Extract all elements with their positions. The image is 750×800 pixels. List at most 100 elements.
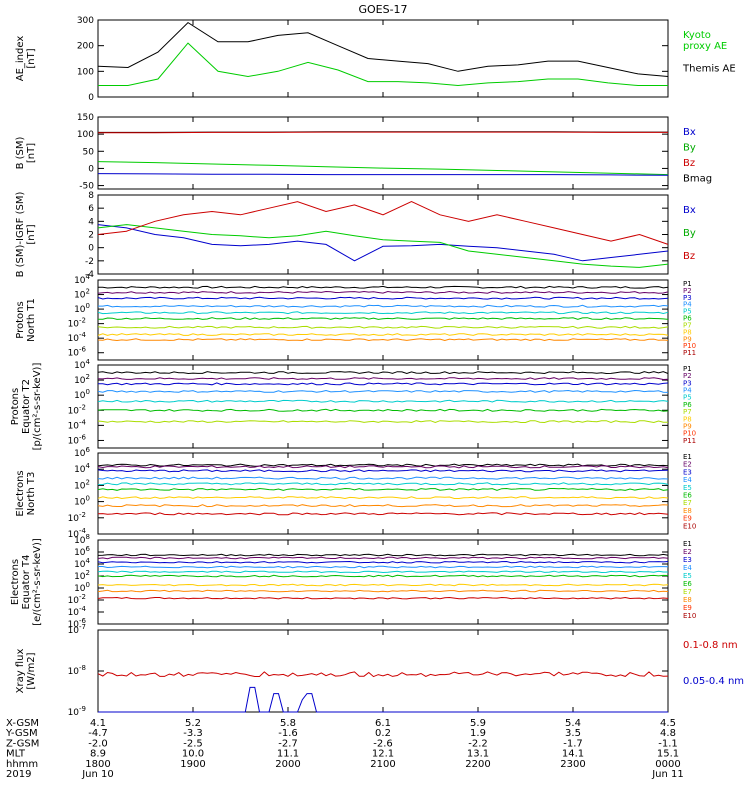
y-tick-label: 150 [77,113,94,123]
footer-cell: 10.0 [182,749,204,760]
series-line [97,553,669,557]
series-line [97,201,669,245]
footer-row-label: MLT [6,749,26,760]
legend-entry: E9 [683,604,692,612]
series-line [97,285,669,289]
footer-cell: 2200 [465,759,490,770]
chart-panel-5: 104 102 100 10-2 10-4 10-6 Protons Equator T2 [p… [10,358,696,450]
footer-cell: -3.3 [183,728,203,739]
footer-cell: 1900 [180,759,205,770]
footer-cell: 2300 [560,759,585,770]
series-line [97,496,669,500]
y-tick-label: 10-9 [68,705,86,718]
y-tick-label: 10-2 [68,403,86,416]
y-tick-label: 2 [88,231,94,241]
legend-entry: P11 [683,437,696,445]
y-tick-label: -4 [85,270,94,280]
y-tick-label: 100 [74,495,90,508]
footer-cell: 3.5 [565,728,581,739]
series-line [97,512,669,516]
legend-entry: E7 [683,499,692,507]
panel-frame [97,116,669,190]
footer-cell: 11.1 [277,749,299,760]
legend-entry: P5 [683,308,692,316]
series-line [97,469,669,473]
legend-entry: P7 [683,408,692,416]
legend-entry: E2 [683,461,692,469]
series-line [98,686,668,713]
y-tick-label: 0 [88,164,94,174]
footer-cell: 2100 [370,759,395,770]
legend-entry: P6 [683,401,692,409]
footer-cell: 4.5 [660,718,676,729]
series-line [98,42,668,87]
legend-entry: By [683,228,696,239]
y-tick-label: 100 [74,302,90,315]
y-tick-label: 10-2 [68,317,86,330]
legend-entry: E5 [683,484,692,492]
legend-entry: 0.05-0.4 nm [683,676,744,687]
series-line [97,671,669,678]
footer-cell: -2.6 [373,738,393,749]
legend-entry: P3 [683,379,692,387]
y-axis-label: North T3 [26,472,37,516]
footer-cell: 5.2 [185,718,201,729]
series-line [97,21,669,77]
legend-entry: E2 [683,548,692,556]
series-line [97,311,669,315]
legend-entry: P5 [683,394,692,402]
legend-entry: P11 [683,349,696,357]
chart-panel-2: -50 0 50 100 150 B (SM) [nT] Bx By Bz Bmag [15,113,712,192]
legend-entry: E8 [683,596,692,604]
series-line [97,399,669,403]
y-axis-label: AE_index [15,36,26,82]
legend-entry: P8 [683,328,692,336]
legend-entry: E5 [683,572,692,580]
y-tick-label: 200 [77,42,94,52]
legend-entry: Bx [683,205,696,216]
series-line [98,131,668,134]
footer-cell: 4.1 [90,718,106,729]
y-axis-label: B (SM) [15,136,26,169]
legend-entry: E1 [683,453,692,461]
series-line [97,589,669,593]
legend-entry: P3 [683,294,692,302]
footer-cell: 5.9 [470,718,486,729]
panel-frame [97,539,669,625]
legend-entry: P1 [683,280,692,288]
legend-entry: P4 [683,387,692,395]
y-tick-label: 104 [74,462,90,475]
legend-entry: Themis AE [682,64,736,75]
y-tick-label: 10-4 [68,418,87,431]
legend-entry: P8 [683,415,692,423]
y-tick-label: 100 [77,67,94,77]
y-axis-label: [p/(cm²-s-sr-keV)] [32,363,43,451]
plot-title: GOES-17 [358,3,407,16]
footer-cell: 8.9 [90,749,106,760]
time-axis-table: X-GSM 4.1 5.2 5.8 6.1 5.9 5.4 4.5Y-GSM -4.7 -3.3-… [5,718,684,780]
series-line [97,377,669,381]
y-axis-label: Protons [10,388,21,425]
y-tick-label: 102 [74,478,90,491]
legend-entry: E10 [683,522,696,530]
legend-entry: P9 [683,335,692,343]
y-tick-label: 4 [88,217,94,227]
chart-panel-3: -4 -2 0 2 4 6 8 B (SM)-IGRF (SM) [nT] Bx By Bz [15,191,696,280]
y-axis-label: [nT] [26,224,37,244]
footer-cell: 15.1 [657,749,679,760]
legend-entry: proxy AE [683,41,727,52]
legend-entry: 0.1-0.8 nm [683,640,738,651]
series-line [97,325,669,329]
y-tick-label: 10-6 [68,346,87,359]
series-line [97,487,669,491]
footer-cell: 4.8 [660,728,676,739]
series-line [97,161,669,176]
y-axis-label: [nT] [26,48,37,68]
legend-entry: E9 [683,515,692,523]
y-axis-label: North T1 [26,298,37,342]
legend-entry: P6 [683,315,692,323]
legend-entry: Bx [683,127,696,138]
